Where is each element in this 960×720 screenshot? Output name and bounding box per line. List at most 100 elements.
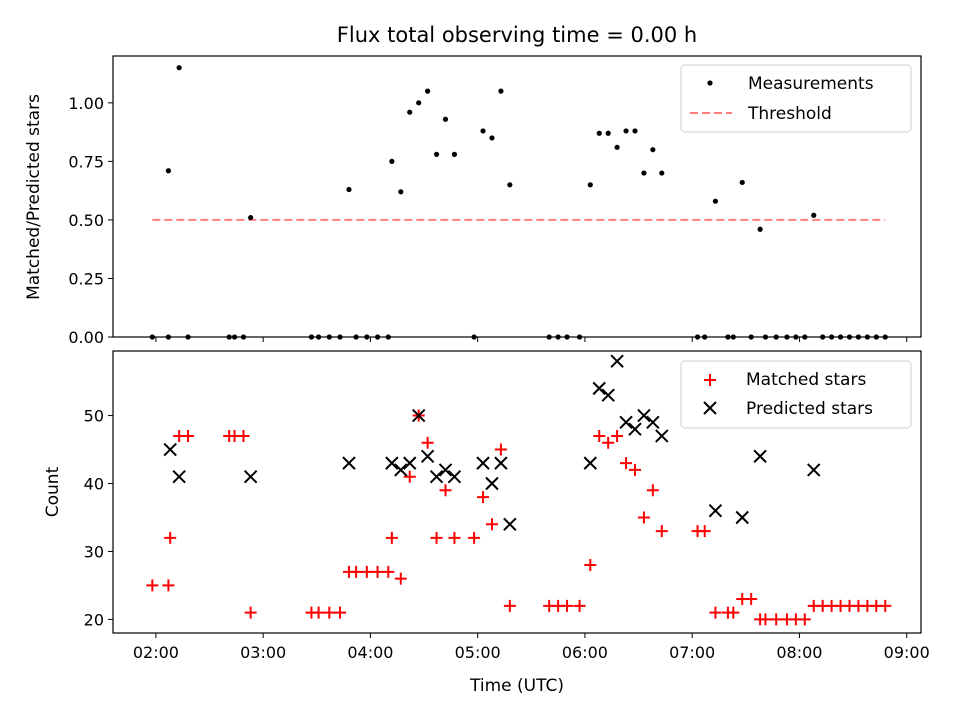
matched-star-point (350, 565, 363, 578)
matched-star-point (637, 511, 650, 524)
legend-matched-label: Matched stars (746, 370, 866, 390)
predicted-star-point (708, 503, 723, 518)
predicted-star-point (619, 415, 633, 430)
matched-star-point (593, 429, 606, 442)
predicted-star-point (646, 415, 660, 430)
matched-star-point (164, 531, 177, 544)
matched-star-point (382, 565, 395, 578)
predicted-star-point (753, 449, 767, 464)
bottom-x-tick-label: 09:00 (884, 643, 930, 662)
measurement-point (605, 130, 611, 136)
bottom-y-axis-label: Count (43, 466, 63, 517)
matched-star-point (182, 429, 195, 442)
predicted-star-point (172, 470, 186, 484)
measurement-point (346, 186, 352, 193)
predicted-star-point (429, 470, 444, 484)
predicted-star-point (476, 456, 490, 470)
predicted-star-point (637, 408, 651, 423)
predicted-star-point (592, 381, 606, 396)
measurement-point (165, 168, 172, 174)
matched-star-point (709, 606, 722, 619)
measurement-point (416, 100, 422, 106)
bottom-legend: Matched stars Predicted stars (680, 360, 912, 429)
matched-star-point (561, 599, 574, 612)
matched-star-point (573, 599, 586, 612)
legend-measurements-marker (707, 80, 713, 86)
matched-star-point (371, 565, 384, 578)
measurement-point (407, 109, 413, 115)
matched-star-point (485, 518, 498, 531)
bottom-x-tick-label: 04:00 (347, 643, 393, 662)
legend-measurements-label: Measurements (748, 74, 874, 94)
top-y-tick-label: 1.00 (68, 94, 104, 113)
measurement-point (623, 128, 629, 134)
top-y-tick-label: 0.00 (68, 328, 104, 347)
measurement-point (451, 151, 458, 157)
legend-predicted-marker (703, 401, 717, 415)
bottom-y-tick-label: 20 (84, 610, 104, 629)
predicted-star-point (420, 449, 435, 464)
measurement-point (659, 170, 665, 176)
matched-star-point (770, 613, 783, 626)
matched-star-point (646, 484, 659, 497)
measurement-point (587, 182, 593, 188)
top-legend-box (680, 64, 912, 133)
matched-star-point (798, 613, 811, 626)
measurement-point (596, 130, 602, 136)
x-axis-label: Time (UTC) (469, 676, 564, 696)
bottom-x-tick-label: 03:00 (240, 643, 286, 662)
predicted-star-point (411, 408, 426, 423)
measurement-point (433, 151, 440, 157)
top-plot-area: 0.00 0.25 0.50 0.75 1.00 (68, 65, 908, 347)
matched-star-point (584, 559, 597, 572)
matched-star-point (162, 579, 175, 592)
matched-star-point (602, 436, 615, 449)
measurement-point (489, 135, 495, 141)
measurement-point (248, 214, 254, 221)
measurement-point (498, 88, 504, 94)
bottom-x-tick-label: 06:00 (562, 643, 608, 662)
predicted-star-point (503, 517, 517, 531)
matched-star-point (323, 606, 336, 619)
predicted-star-point (494, 456, 508, 470)
measurement-point (641, 170, 647, 176)
matched-star-point (745, 593, 758, 606)
matched-star-point (468, 531, 481, 544)
measurement-point (757, 226, 763, 232)
matched-star-point (244, 606, 257, 619)
predicted-star-point (163, 442, 177, 457)
matched-star-point (494, 443, 507, 456)
matched-star-point (628, 463, 641, 476)
measurement-point (389, 158, 395, 164)
measurement-point (811, 212, 817, 218)
predicted-star-point (735, 510, 749, 525)
matched-star-point (698, 525, 711, 538)
bottom-x-tick-label: 05:00 (455, 643, 501, 662)
matched-star-point (439, 484, 452, 497)
matched-star-point (477, 491, 490, 504)
bottom-x-tick-label: 02:00 (133, 643, 179, 662)
bottom-plot-area: 20 30 40 50 02:00 03:00 04:00 05:00 06:00 07:00 08… (84, 354, 930, 662)
measurement-point (507, 182, 513, 188)
matched-star-point (620, 457, 633, 470)
matched-star-point (759, 613, 772, 626)
top-axes-frame (112, 55, 922, 338)
predicted-star-point (485, 476, 499, 491)
matched-star-point (448, 531, 461, 544)
bottom-y-tick-label: 40 (84, 475, 104, 494)
measurement-point (176, 65, 182, 71)
top-chart-title: Flux total observing time = 0.00 h (337, 23, 697, 47)
predicted-star-point (394, 463, 408, 477)
matched-star-point (655, 525, 668, 538)
matched-star-point (360, 565, 373, 578)
legend-matched-marker (704, 374, 716, 386)
matched-star-point (146, 579, 159, 592)
predicted-star-point (610, 354, 624, 368)
predicted-star-point (342, 456, 356, 470)
top-legend: Measurements Threshold (680, 64, 912, 133)
legend-predicted-label: Predicted stars (746, 399, 873, 419)
top-y-tick-label: 0.25 (68, 269, 104, 288)
bottom-x-tick-label: 08:00 (776, 643, 822, 662)
predicted-star-point (447, 470, 462, 484)
